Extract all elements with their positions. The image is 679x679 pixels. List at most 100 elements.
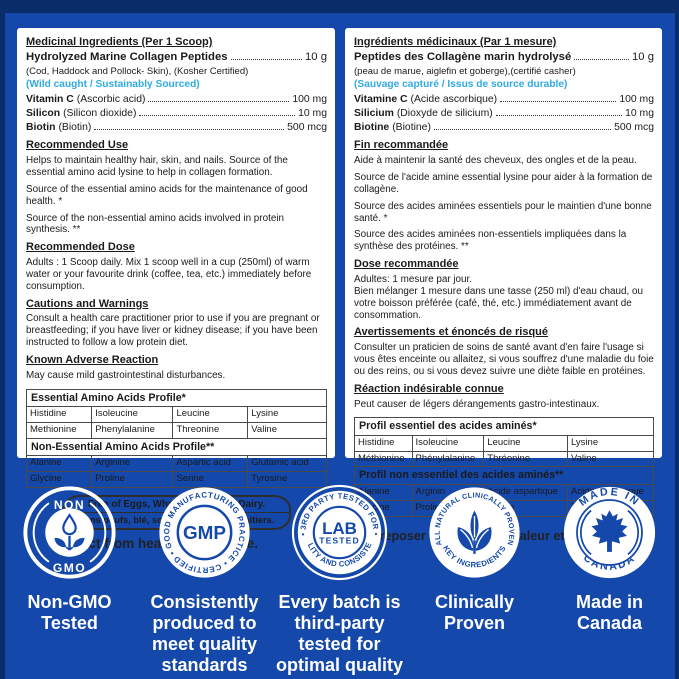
fr-use-p3: Source des acides aminées essentiels pou…: [354, 200, 652, 224]
fr-adverse-header: Réaction indésirable connue: [354, 382, 504, 395]
en-amino-acids-table: Essential Amino Acids Profile* Histidine…: [25, 388, 327, 488]
en-vitamin-c-form: (Ascorbic acid): [76, 94, 146, 106]
gmp-center-text: GMP: [183, 523, 226, 544]
amino-cell: Lysine: [567, 434, 654, 452]
fr-non-essential-header: Profil non essentiel des acides aminés**: [354, 466, 654, 485]
fr-silicon-form: (Dioxyde de silicium): [396, 107, 493, 119]
en-vitamin-c-name: Vitamin C: [26, 94, 74, 106]
amino-cell: Leucine: [172, 406, 249, 423]
dot-leader: [433, 128, 612, 130]
fr-cautions-header: Avertissements et énoncés de risqué: [354, 326, 549, 339]
maple-leaf-icon: [591, 510, 628, 552]
panel-french: Ingrédients médicinaux (Par 1 mesure) Pe…: [345, 28, 662, 543]
fr-use-p1: Aide à maintenir la santé des cheveux, d…: [354, 155, 637, 166]
en-biotin-form: (Biotin): [58, 121, 92, 133]
fr-dose-line1: Adultes: 1 mesure par jour.: [354, 273, 473, 285]
en-silicon-row: Silicon (Silicon dioxide) 10 mg: [26, 107, 327, 121]
gmp-seal-icon: • GOOD MANUFACTURING PRACTICE • CERTIFIE…: [156, 484, 250, 578]
fr-biotin-value: 500 mcg: [614, 121, 654, 133]
en-vitamin-c-row: Vitamin C (Ascorbic acid) 100 mg: [26, 93, 327, 107]
non-gmo-seal-icon: NON GMO: [23, 486, 116, 579]
table-row: Histidine Isoleucine Leucine Lysine: [354, 434, 654, 452]
fr-biotin-name: Biotine: [354, 121, 390, 133]
fr-use-p2: Source de l'acide amine essential lysine…: [354, 171, 653, 195]
amino-cell: Leucine: [483, 434, 568, 452]
lab-center-line1: LAB: [322, 519, 357, 538]
amino-cell: Méthionine: [354, 450, 413, 468]
en-dose-text: Adults : 1 Scoop daily. Mix 1 scoop well…: [26, 257, 312, 292]
non-gmo-bottom-text: GMO: [53, 561, 86, 575]
en-wild-caught-note: (Wild caught / Sustainably Sourced): [26, 79, 200, 91]
certification-badges-row: NON GMO Non-GMO Tested • GOOD MANUFAC: [0, 484, 679, 676]
en-main-ingredient-row: Hydrolyzed Marine Collagen Peptides 10 g: [26, 50, 327, 65]
amino-cell: Phenylalanine: [91, 421, 174, 439]
badge-gmp: • GOOD MANUFACTURING PRACTICE • CERTIFIE…: [141, 484, 269, 676]
dot-leader: [94, 128, 285, 130]
amino-cell: Isoleucine: [91, 406, 174, 423]
en-non-essential-header: Non-Essential Amino Acids Profile**: [26, 437, 327, 457]
table-row: Alanine Arginine Aspartic acid Glutamic …: [25, 455, 327, 472]
dot-leader: [230, 58, 302, 60]
fr-medicinal-header: Ingrédients médicinaux (Par 1 mesure): [354, 36, 557, 48]
badge-caption: Consistently produced to meet quality st…: [150, 592, 259, 675]
table-row: Histidine Isoleucine Leucine Lysine: [25, 406, 327, 423]
left-navy-strip: [0, 0, 5, 679]
amino-cell: Methionine: [25, 421, 93, 439]
fr-adverse-text: Peut causer de légers dérangements gastr…: [354, 398, 600, 410]
badge-caption: Made in Canada: [575, 592, 643, 633]
dot-leader: [148, 101, 290, 103]
fr-biotin-form: (Biotine): [392, 121, 431, 133]
amino-cell: Threonine: [172, 421, 249, 439]
fr-vitamin-c-value: 100 mg: [619, 94, 654, 106]
fr-silicon-name: Silicium: [354, 107, 394, 119]
en-use-p3: Source of the non-essential amino acids …: [26, 212, 284, 236]
dot-leader: [139, 114, 296, 116]
en-cautions-text: Consult a health care practitioner prior…: [26, 313, 320, 349]
table-row: Methionine Phenylalanine Threonine Valin…: [25, 421, 327, 439]
amino-cell: Alanine: [25, 455, 93, 472]
en-medicinal-header: Medicinal Ingredients (Per 1 Scoop): [26, 36, 213, 48]
fr-use-header: Fin recommandée: [354, 139, 449, 152]
en-main-ingredient-name: Hydrolyzed Marine Collagen Peptides: [26, 50, 228, 63]
en-silicon-value: 10 mg: [298, 107, 327, 119]
en-essential-header: Essential Amino Acids Profile*: [26, 388, 327, 408]
amino-cell: Histidine: [25, 406, 93, 423]
amino-cell: Proline: [91, 470, 174, 488]
right-navy-strip: [675, 0, 679, 679]
fr-use-p4: Source des acides aminées non-essentiels…: [354, 229, 627, 253]
badge-caption: Non-GMO Tested: [27, 592, 112, 633]
fr-main-ingredient-row: Peptides des Collagène marin hydrolysé 1…: [354, 50, 654, 65]
fr-main-ingredient-value: 10 g: [632, 50, 654, 63]
fr-vitamin-c-name: Vitamine C: [354, 94, 408, 106]
amino-cell: Arginine: [91, 455, 174, 472]
en-biotin-value: 500 mcg: [287, 121, 327, 133]
en-cautions-header: Cautions and Warnings: [26, 297, 149, 310]
table-row: Glycine Proline Serine Tyrosine: [25, 470, 327, 488]
fr-main-ingredient-source: (peau de marue, aiglefin et goberge),(ce…: [354, 65, 576, 77]
amino-cell: Histidine: [354, 434, 413, 452]
amino-cell: Thréonine: [483, 450, 568, 468]
fr-silicon-row: Silicium (Dioxyde de silicium) 10 mg: [354, 107, 654, 121]
en-main-ingredient-source: (Cod, Haddock and Pollock- Skin), (Koshe…: [26, 65, 249, 77]
amino-cell: Valine: [247, 421, 327, 439]
dot-leader: [500, 101, 617, 103]
fr-main-ingredient-name: Peptides des Collagène marin hydrolysé: [354, 50, 572, 63]
en-main-ingredient-value: 10 g: [305, 50, 327, 63]
non-gmo-top-text: NON: [54, 498, 85, 512]
amino-cell: Lysine: [247, 406, 327, 423]
en-dose-header: Recommended Dose: [26, 241, 135, 254]
fr-dose-header: Dose recommandée: [354, 258, 459, 271]
lab-center-line2: TESTED: [319, 536, 360, 546]
fr-vitamin-c-row: Vitamine C (Acide ascorbique) 100 mg: [354, 93, 654, 107]
dot-leader: [495, 114, 623, 116]
en-silicon-form: (Silicon dioxide): [63, 107, 137, 119]
amino-cell: Valine: [567, 450, 654, 468]
fr-vitamin-c-form: (Acide ascorbique): [410, 94, 498, 106]
en-adverse-text: May cause mild gastrointestinal disturba…: [26, 369, 226, 381]
badge-non-gmo: NON GMO Non-GMO Tested: [6, 484, 134, 676]
badge-made-in-canada: MADE IN CANADA Made in Canada: [546, 484, 674, 676]
en-silicon-name: Silicon: [26, 107, 61, 119]
fr-essential-header: Profil essentiel des acides aminés*: [354, 417, 654, 436]
en-use-header: Recommended Use: [26, 139, 129, 152]
en-adverse-header: Known Adverse Reaction: [26, 354, 159, 366]
